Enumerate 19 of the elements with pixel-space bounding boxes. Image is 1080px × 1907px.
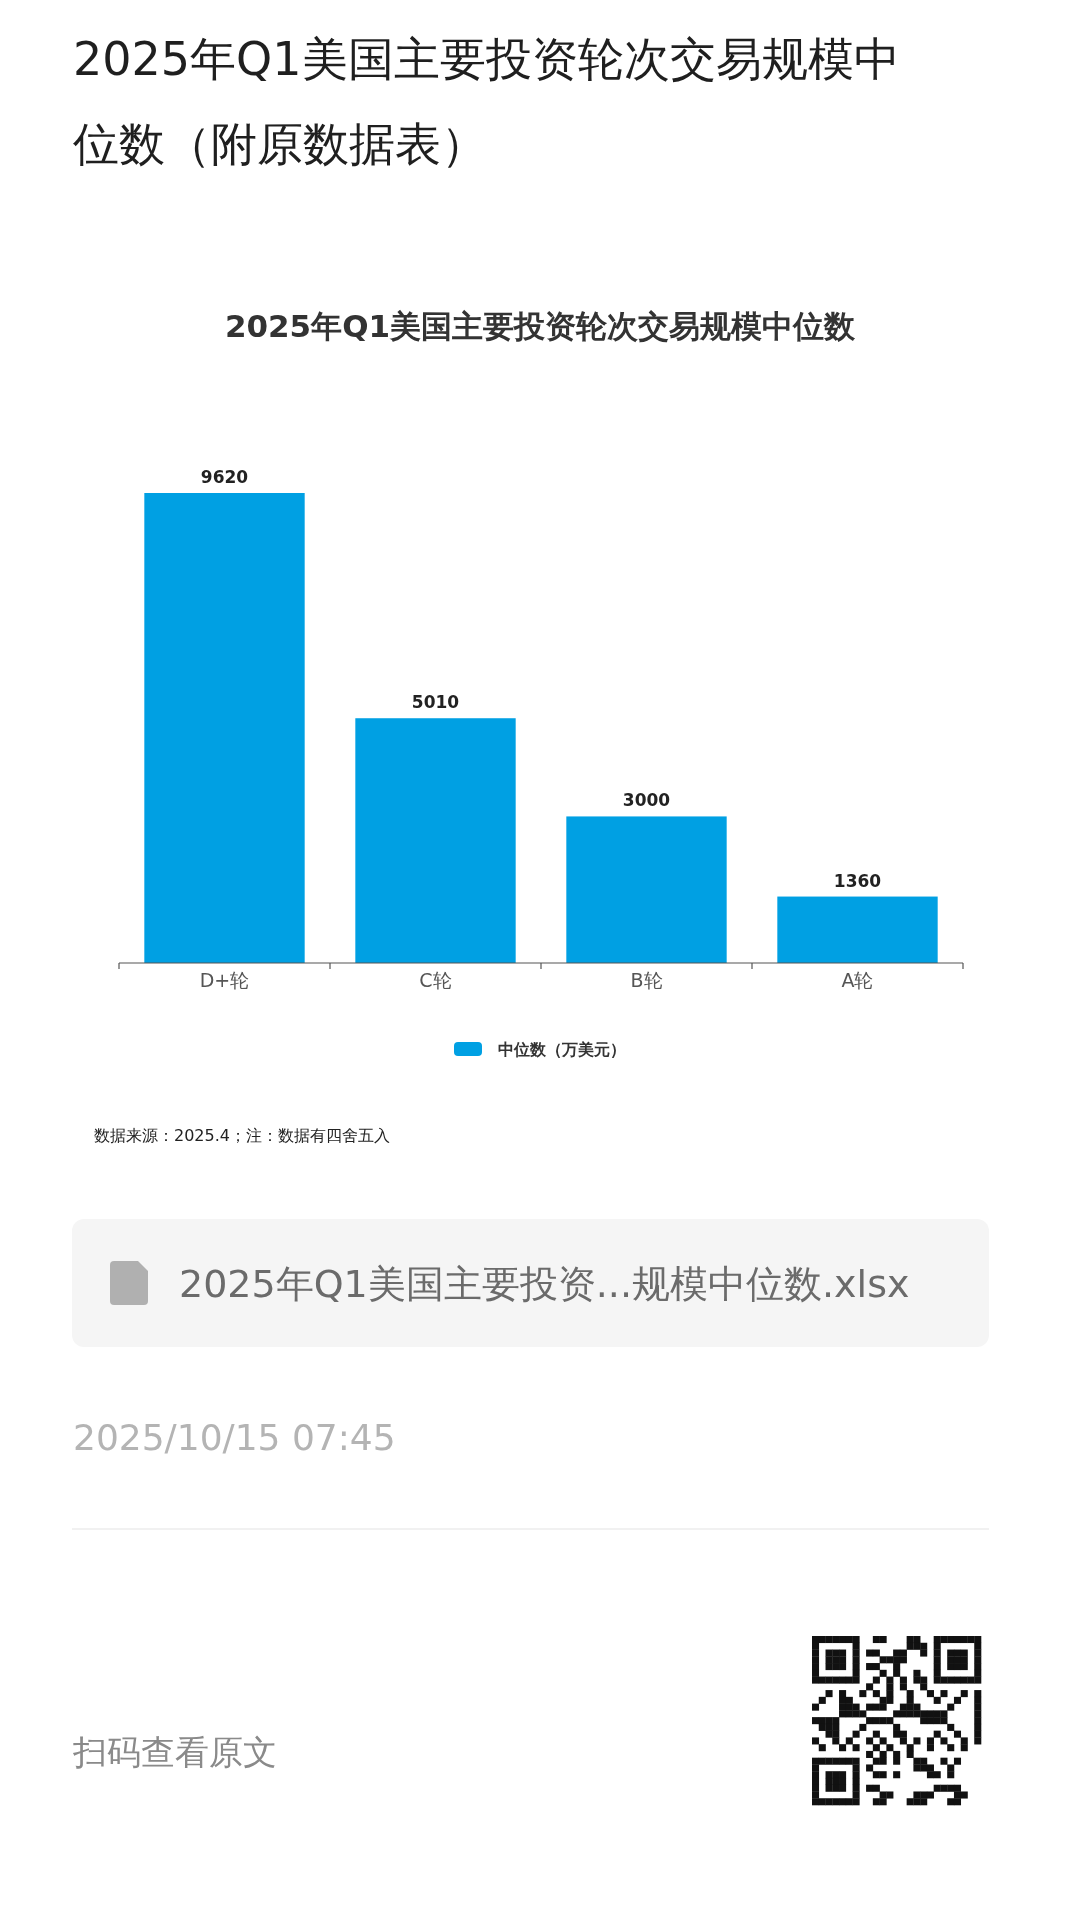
x-tick-label: C轮 <box>419 969 452 991</box>
legend-label: 中位数（万美元） <box>498 1040 626 1059</box>
data-label: 5010 <box>411 692 460 713</box>
bar <box>144 493 305 963</box>
source-note: 数据来源：2025.4；注：数据有四舍五入 <box>94 1126 390 1145</box>
text: 2025/10/15 07:45 <box>73 1417 396 1458</box>
x-tick-label: D+轮 <box>199 969 250 991</box>
x-tick-label: A轮 <box>841 969 874 991</box>
bar <box>777 896 938 963</box>
data-label: 3000 <box>622 790 671 811</box>
bar <box>566 816 727 963</box>
text: 2025年Q1美国主要投资轮次交易规模中位数（附原数据表） <box>73 32 900 171</box>
chart-title: 2025年Q1美国主要投资轮次交易规模中位数 <box>224 308 857 344</box>
text: 2025年Q1美国主要投资...规模中位数.xlsx <box>179 1262 910 1306</box>
x-tick-label: B轮 <box>630 969 663 991</box>
data-label: 9620 <box>200 467 249 487</box>
bar <box>355 718 516 963</box>
text: 扫码查看原文 <box>72 1732 277 1772</box>
data-label: 1360 <box>833 870 882 891</box>
